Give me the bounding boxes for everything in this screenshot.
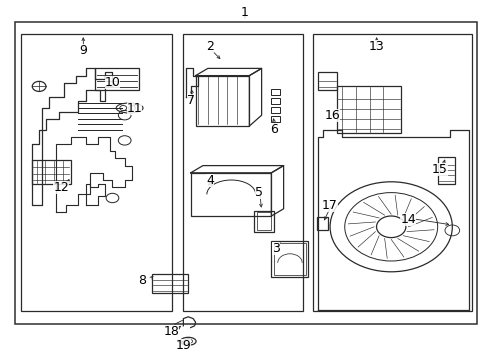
- Bar: [317, 72, 337, 90]
- Text: 19: 19: [175, 339, 191, 352]
- Text: 9: 9: [79, 44, 87, 57]
- Text: 18: 18: [163, 325, 179, 338]
- Text: 3: 3: [272, 242, 280, 255]
- Bar: [312, 34, 471, 311]
- Bar: [271, 107, 280, 113]
- Text: 1: 1: [240, 6, 248, 19]
- Bar: [273, 243, 305, 275]
- Text: 12: 12: [53, 181, 69, 194]
- Text: 17: 17: [322, 199, 337, 212]
- Bar: [271, 116, 280, 122]
- Bar: [195, 76, 249, 126]
- Text: 6: 6: [269, 123, 277, 136]
- Bar: [15, 22, 476, 324]
- Bar: [32, 160, 71, 184]
- Bar: [254, 211, 273, 232]
- Text: 5: 5: [255, 186, 263, 199]
- Bar: [151, 274, 188, 293]
- Text: 10: 10: [104, 76, 120, 89]
- Bar: [20, 34, 172, 311]
- Bar: [256, 212, 271, 230]
- Text: 14: 14: [400, 213, 415, 226]
- Bar: [271, 98, 280, 104]
- Bar: [183, 34, 303, 311]
- Bar: [95, 68, 139, 90]
- Text: 15: 15: [431, 163, 447, 176]
- Bar: [337, 86, 400, 133]
- Text: 13: 13: [368, 40, 384, 53]
- Bar: [271, 89, 280, 95]
- Bar: [271, 241, 307, 277]
- Text: 4: 4: [206, 174, 214, 186]
- Text: 11: 11: [126, 102, 142, 114]
- Bar: [316, 217, 327, 230]
- Bar: [437, 157, 454, 184]
- Text: 7: 7: [186, 94, 194, 107]
- Text: 16: 16: [324, 109, 340, 122]
- Bar: [190, 173, 271, 216]
- Text: 2: 2: [206, 40, 214, 53]
- Text: 8: 8: [138, 274, 145, 287]
